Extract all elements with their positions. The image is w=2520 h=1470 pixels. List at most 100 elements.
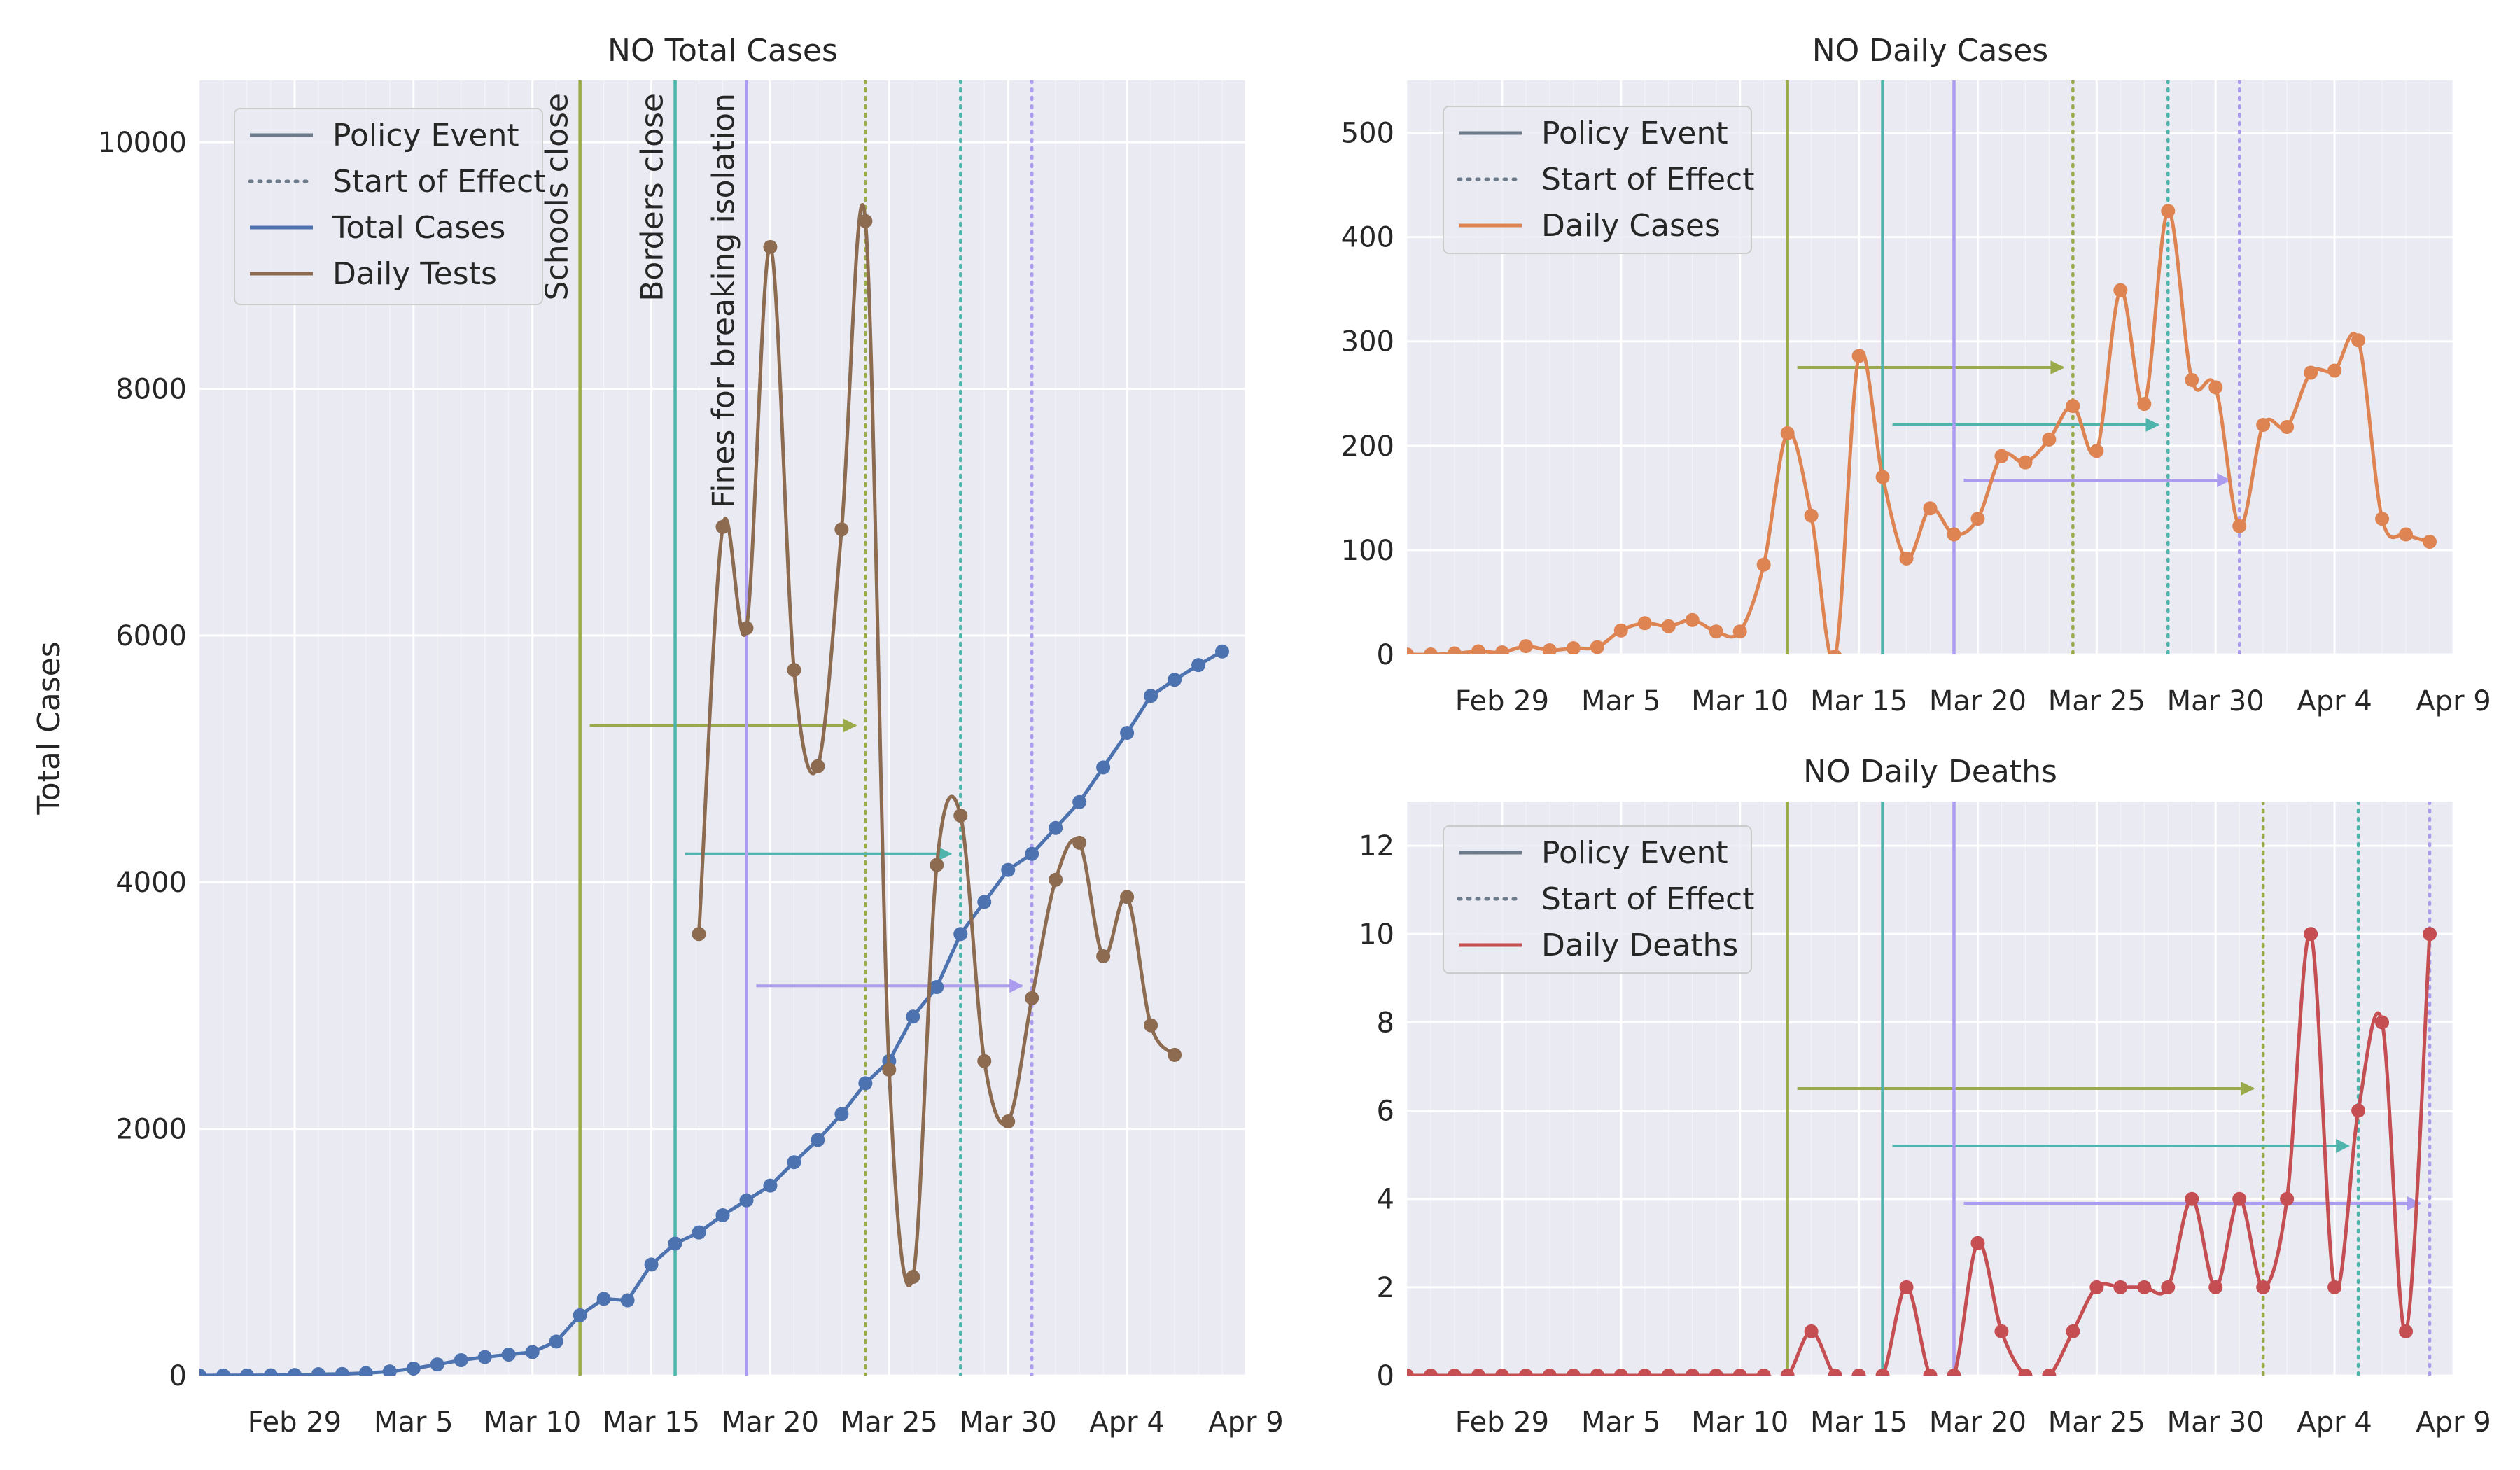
data-point (239, 1368, 254, 1376)
data-point (573, 1308, 587, 1322)
data-point (834, 1107, 849, 1121)
legend: Policy Event Start of Effect Daily Deaths (1443, 825, 1755, 974)
legend: Policy Event Start of Effect Total Cases Da… (234, 108, 546, 305)
data-point (1215, 644, 1230, 659)
data-point (1144, 689, 1158, 704)
data-point (1001, 1114, 1016, 1129)
data-point (406, 1361, 421, 1376)
data-point (715, 519, 730, 534)
y-tick-label: 4000 (115, 867, 187, 899)
x-tick-label: Mar 30 (960, 1406, 1057, 1438)
data-point (2066, 1324, 2080, 1338)
data-point (739, 621, 754, 636)
legend-label: Policy Event (1541, 835, 1728, 871)
y-tick-label: 0 (169, 1360, 187, 1392)
y-tick-label: 6 (1377, 1096, 1394, 1128)
x-tick-label: Mar 15 (1810, 1406, 1907, 1438)
data-point (977, 1054, 992, 1068)
data-point (1518, 1368, 1533, 1376)
data-point (787, 1155, 802, 1170)
data-point (1001, 862, 1016, 877)
data-point (2208, 380, 2223, 395)
x-tick-label: Mar 10 (1691, 685, 1788, 718)
data-point (2375, 1015, 2390, 1030)
y-tick-label: 200 (1341, 430, 1394, 463)
data-point (263, 1368, 278, 1376)
x-tick-label: Mar 30 (2167, 685, 2264, 718)
data-point (1542, 643, 1557, 654)
data-point (1614, 623, 1628, 638)
series-line-daily-deaths (1407, 931, 2432, 1376)
data-point (200, 1368, 206, 1376)
deaths-chart: 0 2 4 6 8 10 12 Feb 29 Mar 5 Mar 10 Mar 15 Mar 20 Ma… (1359, 754, 2491, 1438)
data-point (2090, 1280, 2104, 1294)
data-point (2232, 1191, 2247, 1206)
data-point (1875, 470, 1890, 484)
data-point (1947, 527, 1961, 542)
data-point (1923, 501, 1938, 516)
chart-title: NO Total Cases (608, 33, 838, 69)
data-point (2280, 1191, 2295, 1206)
data-point (1732, 624, 1747, 639)
y-axis-label: Total Cases (31, 641, 67, 815)
x-tick-label: Apr 9 (2416, 1406, 2491, 1438)
data-point (1732, 1368, 1747, 1376)
data-point (2042, 1368, 2057, 1376)
data-point (1096, 948, 1111, 963)
data-point (1970, 1236, 1985, 1250)
data-point (1447, 646, 1462, 654)
x-tick-label: Apr 4 (1089, 1406, 1164, 1438)
data-point (1494, 1368, 1509, 1376)
cases-chart: 0 100 200 300 400 500 Feb 29 Mar 5 Mar 10 Mar 15 M… (1341, 33, 2491, 718)
legend-label: Start of Effect (332, 164, 546, 200)
legend-box (234, 108, 543, 305)
data-point (1072, 835, 1087, 850)
data-point (1923, 1368, 1938, 1376)
chart-title: NO Daily Cases (1812, 33, 2048, 69)
data-point (2375, 512, 2390, 526)
data-point (2423, 927, 2437, 941)
data-point (2208, 1280, 2223, 1294)
y-tick-label: 8000 (115, 373, 187, 405)
data-point (906, 1009, 920, 1024)
chart-title: NO Daily Deaths (1803, 754, 2057, 790)
data-point (930, 980, 944, 994)
data-point (1637, 616, 1652, 631)
x-tick-label: Mar 5 (374, 1406, 454, 1438)
data-point (1590, 1368, 1604, 1376)
data-point (858, 214, 873, 228)
y-tick-label: 400 (1341, 222, 1394, 254)
x-tick-label: Mar 15 (603, 1406, 700, 1438)
x-tick-label: Apr 9 (1208, 1406, 1283, 1438)
legend-label: Total Cases (332, 210, 505, 246)
data-point (644, 1257, 659, 1272)
data-point (549, 1334, 564, 1349)
x-tick-label: Mar 10 (1691, 1406, 1788, 1438)
y-tick-label: 8 (1377, 1007, 1394, 1039)
data-point (1049, 872, 1063, 887)
data-point (382, 1364, 397, 1376)
data-point (715, 1208, 730, 1222)
data-point (2399, 527, 2414, 542)
data-point (2066, 399, 2080, 414)
data-point (1756, 1368, 1771, 1376)
data-point (739, 1193, 754, 1208)
data-point (1851, 1368, 1866, 1376)
data-point (287, 1368, 302, 1376)
data-point (430, 1357, 444, 1372)
data-point (1947, 1368, 1961, 1376)
data-point (1518, 639, 1533, 654)
data-point (1471, 644, 1485, 654)
legend-label: Start of Effect (1541, 162, 1755, 197)
x-tick-label: Mar 25 (2048, 1406, 2146, 1438)
data-point (1120, 726, 1135, 741)
x-tick-label: Mar 20 (722, 1406, 819, 1438)
x-tick-label: Mar 25 (2048, 685, 2146, 718)
data-point (1804, 508, 1819, 523)
data-point (953, 808, 968, 823)
x-tick-label: Mar 5 (1581, 685, 1661, 718)
data-point (1614, 1368, 1628, 1376)
data-point (692, 927, 706, 941)
data-point (1447, 1368, 1462, 1376)
data-point (2185, 372, 2199, 387)
